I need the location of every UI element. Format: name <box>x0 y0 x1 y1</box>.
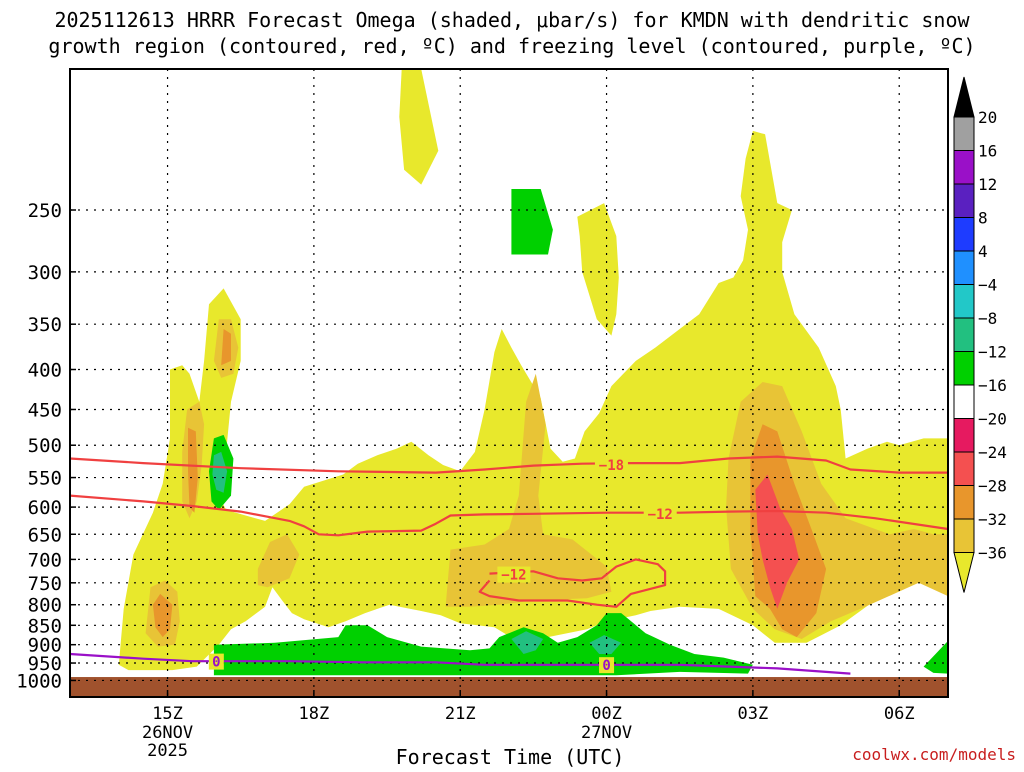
chart-title-line1: 2025112613 HRRR Forecast Omega (shaded, … <box>54 8 970 32</box>
x-tick-label-15Z: 15Z <box>152 704 183 724</box>
y-tick-label-250: 250 <box>28 200 62 222</box>
colorbar-swatch-11 <box>953 451 975 486</box>
omega-region-orange-light-mid-left <box>257 534 300 588</box>
y-tick-label-300: 300 <box>28 262 62 284</box>
credit-link[interactable]: coolwx.com/models <box>852 745 1016 764</box>
y-tick-label-400: 400 <box>28 360 62 382</box>
x-tick-date-00Z: 27NOV <box>581 723 632 743</box>
dgz-contour-2-label: −12 <box>501 568 526 584</box>
colorbar-label-9: −20 <box>978 410 1007 429</box>
omega-region-teal-bottom-right <box>589 635 622 654</box>
y-tick-label-750: 750 <box>28 573 62 595</box>
y-tick-label-950: 950 <box>28 653 62 675</box>
omega-region-yellow-top-blob <box>399 69 439 185</box>
x-tick-label-03Z: 03Z <box>738 704 769 724</box>
dgz-contour-0-label: −18 <box>599 458 624 474</box>
omega-region-teal-mid-left <box>212 451 228 493</box>
contours: −18 −12 −12 0 0 <box>69 455 949 675</box>
colorbar-swatch-7 <box>953 317 975 352</box>
colorbar-label-13: −36 <box>978 544 1007 563</box>
freezing-level-contour <box>69 652 851 675</box>
colorbar-label-0: 20 <box>978 108 997 127</box>
y-tick-label-850: 850 <box>28 615 62 637</box>
gridlines <box>70 69 948 697</box>
colorbar-swatch-2 <box>953 150 975 185</box>
x-tick-label-00Z: 00Z <box>591 704 622 724</box>
y-tick-label-500: 500 <box>28 435 62 457</box>
freezing-level-label-2: 0 <box>602 658 610 674</box>
ground-terrain <box>70 677 948 697</box>
colorbar-label-12: −32 <box>978 510 1007 529</box>
y-tick-label-1000: 1000 <box>16 670 62 692</box>
x-tick-date-15Z: 26NOV <box>142 723 193 743</box>
omega-region-green-bottom-band <box>213 613 753 676</box>
dgz-contour-1 <box>69 494 949 537</box>
colorbar-swatch-12 <box>953 485 975 520</box>
omega-region-orange-dark-left-column <box>188 427 198 513</box>
y-tick-label-900: 900 <box>28 635 62 657</box>
freezing-level-label-1-bg <box>208 653 224 670</box>
omega-region-teal-bottom-left <box>511 631 544 654</box>
colorbar-label-8: −16 <box>978 376 1007 395</box>
omega-region-green-right-edge <box>923 640 948 674</box>
colorbar-swatch-5 <box>953 250 975 285</box>
omega-region-orange-dark-left-upper <box>221 329 231 366</box>
colorbar-label-7: −12 <box>978 343 1007 362</box>
colorbar-swatch-9 <box>953 384 975 419</box>
x-tick-label-18Z: 18Z <box>299 704 330 724</box>
colorbar-label-11: −28 <box>978 477 1007 496</box>
colorbar-swatch-6 <box>953 284 975 319</box>
omega-region-yellow-upper-center <box>577 203 619 336</box>
colorbar-label-3: 8 <box>978 209 988 228</box>
y-tick-label-800: 800 <box>28 595 62 617</box>
colorbar-swatch-8 <box>953 351 975 386</box>
y-axis: 2503003504004505005506006507007508008509… <box>16 200 76 692</box>
x-tick-label-06Z: 06Z <box>884 704 915 724</box>
colorbar-label-4: 4 <box>978 242 988 261</box>
omega-region-yellow-small-right <box>901 461 936 519</box>
colorbar-swatch-10 <box>953 418 975 453</box>
colorbar-swatch-top <box>953 76 975 118</box>
y-tick-label-600: 600 <box>28 497 62 519</box>
y-tick-label-650: 650 <box>28 524 62 546</box>
chart-title-line2: growth region (contoured, red, ºC) and f… <box>48 34 975 58</box>
dgz-contour-0-label-bg <box>594 456 628 473</box>
omega-region-red-right <box>755 474 800 609</box>
plot-area <box>70 69 948 697</box>
plot-frame <box>69 68 949 698</box>
x-tick-label-21Z: 21Z <box>445 704 476 724</box>
colorbar-swatch-3 <box>953 183 975 218</box>
colorbar-label-10: −24 <box>978 443 1007 462</box>
freezing-level-label-1: 0 <box>212 655 220 671</box>
x-axis-label: Forecast Time (UTC) <box>396 745 625 768</box>
colorbar-swatch-1 <box>953 116 975 151</box>
y-tick-label-700: 700 <box>28 549 62 571</box>
colorbar-swatch-4 <box>953 217 975 252</box>
omega-region-green-top <box>511 189 553 255</box>
colorbar-label-5: −4 <box>978 276 997 295</box>
colorbar-label-1: 16 <box>978 142 997 161</box>
omega-region-orange-light-mid <box>445 373 612 607</box>
dgz-contour-1-label: −12 <box>648 507 673 523</box>
y-tick-label-350: 350 <box>28 314 62 336</box>
y-tick-label-450: 450 <box>28 399 62 421</box>
colorbar: 20 16 12 8 4 −4 −8 −12 −16 −20 −24 −28 −32 −36 <box>953 76 1007 593</box>
dgz-contour-2 <box>478 558 667 608</box>
y-tick-label-550: 550 <box>28 468 62 490</box>
x-tick-year-15Z: 2025 <box>147 741 188 761</box>
colorbar-swatch-bottom <box>953 552 975 593</box>
colorbar-swatch-13 <box>953 518 975 553</box>
colorbar-label-2: 12 <box>978 175 997 194</box>
freezing-level-label-2-bg <box>599 657 615 674</box>
dgz-contour-1-label-bg <box>643 505 677 522</box>
dgz-contour-2-label-bg <box>497 566 531 583</box>
colorbar-label-6: −8 <box>978 309 997 328</box>
